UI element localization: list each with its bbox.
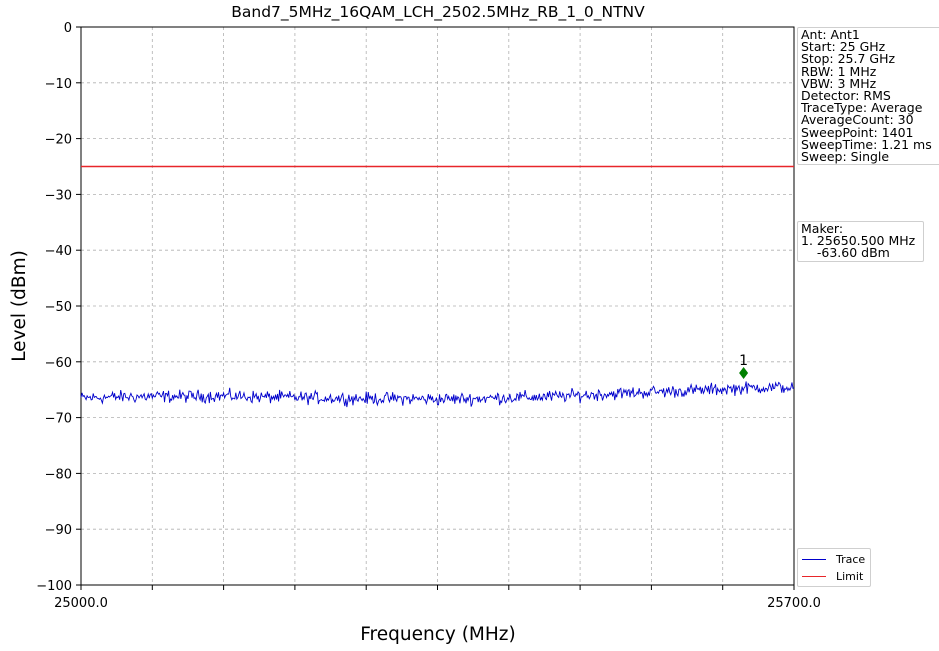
info-line: SweepPoint: 1401 <box>801 124 914 140</box>
info-line: VBW: 3 MHz <box>801 75 877 91</box>
y-tick-label: −90 <box>45 523 72 538</box>
y-tick-label: −50 <box>45 300 72 315</box>
marker-layer: 1 <box>739 353 749 379</box>
trace-swatch <box>802 558 826 560</box>
info-line: Sweep: Single <box>801 149 890 165</box>
y-tick-label: −30 <box>45 188 72 203</box>
grid-lines <box>81 27 794 585</box>
y-tick-label: −60 <box>45 356 72 371</box>
y-axis-ticks: 0 −10 −20 −30 −40 −50 −60 −70 −80 −90 −100 <box>36 21 81 594</box>
y-axis-label: Level (dBm) <box>9 250 30 362</box>
x-tick-label: 25000.0 <box>54 596 108 611</box>
marker-readout-box: Maker: 1. 25650.500 MHz -63.60 dBm <box>797 221 924 262</box>
info-line: Stop: 25.7 GHz <box>801 51 896 67</box>
marker-info-line: Maker: <box>801 221 844 236</box>
y-tick-label: 0 <box>64 21 72 36</box>
x-axis-ticks: 25000.0 25700.0 <box>54 585 821 611</box>
legend-limit-label: Limit <box>836 569 864 583</box>
y-tick-label: −40 <box>45 244 72 259</box>
y-tick-label: −80 <box>45 467 72 482</box>
y-tick-label: −20 <box>45 133 72 148</box>
y-tick-label: −10 <box>45 77 72 92</box>
marker-label: 1 <box>739 353 748 369</box>
marker-info-line: 1. 25650.500 MHz <box>801 233 916 249</box>
info-line: RBW: 1 MHz <box>801 63 877 79</box>
info-line: Start: 25 GHz <box>801 39 886 55</box>
info-line: SweepTime: 1.21 ms <box>801 136 932 152</box>
legend-item-trace: Trace <box>802 552 865 566</box>
series-layer <box>80 165 795 408</box>
marker-info-line: -63.60 dBm <box>801 245 890 261</box>
legend-item-limit: Limit <box>802 569 863 583</box>
x-axis-label: Frequency (MHz) <box>360 624 515 645</box>
instrument-settings-box: Ant: Ant1 Start: 25 GHz Stop: 25.7 GHz RBW:… <box>797 27 939 166</box>
legend: Trace Limit <box>797 548 871 587</box>
marker-diamond <box>739 366 749 379</box>
legend-trace-label: Trace <box>836 552 866 566</box>
info-line: TraceType: Average <box>801 100 923 116</box>
x-tick-label: 25700.0 <box>767 596 821 611</box>
info-line: Detector: RMS <box>801 88 891 104</box>
y-tick-label: −100 <box>36 579 72 594</box>
chart-title: Band7_5MHz_16QAM_LCH_2502.5MHz_RB_1_0_NT… <box>231 3 645 22</box>
info-line: Ant: Ant1 <box>801 27 860 42</box>
info-line: AverageCount: 30 <box>801 112 914 128</box>
limit-swatch <box>802 575 826 577</box>
y-tick-label: −70 <box>45 412 72 427</box>
series-trace-line <box>80 381 795 408</box>
